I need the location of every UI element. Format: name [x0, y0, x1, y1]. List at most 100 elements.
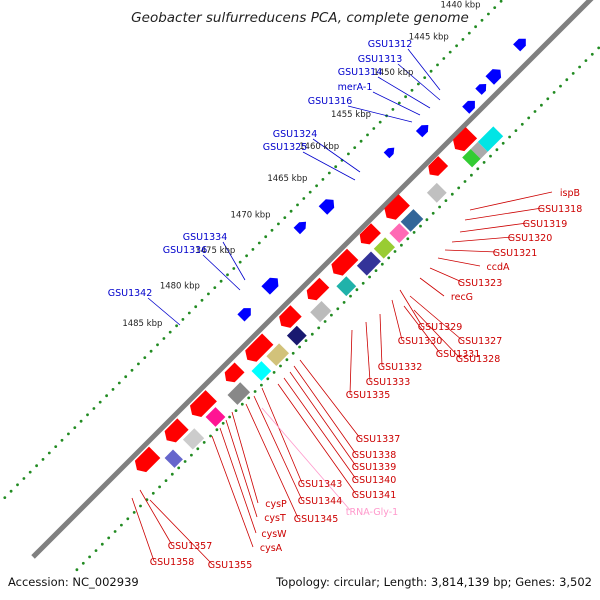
category-box — [356, 251, 381, 276]
tick-dot — [291, 351, 295, 355]
gene-label-forward: GSU1339 — [352, 462, 397, 473]
gene-label-forward: GSU1329 — [418, 322, 463, 333]
tick-dot — [404, 95, 407, 99]
gene-feature — [261, 277, 279, 295]
gene-feature — [190, 390, 217, 417]
tick-dot — [436, 63, 439, 67]
tick-dot — [92, 407, 96, 410]
leader-line — [409, 295, 463, 341]
tick-dot — [374, 269, 378, 272]
leader-line — [211, 435, 254, 548]
tick-dot — [221, 421, 225, 425]
tick-dot — [342, 301, 346, 304]
tick-dot — [151, 491, 155, 495]
category-box — [266, 343, 289, 366]
category-box — [462, 149, 481, 168]
gene-feature — [428, 156, 449, 176]
category-box — [400, 209, 424, 232]
category-box — [286, 325, 307, 346]
map-title: Geobacter sulfurreducens PCA, complete g… — [131, 10, 469, 26]
tick-dot — [86, 413, 89, 417]
tick-dot — [317, 326, 321, 330]
gene-label-forward: cysP — [265, 499, 287, 510]
tick-dot — [315, 184, 318, 188]
gene-label-forward: GSU1330 — [398, 336, 443, 347]
gene-feature — [415, 125, 429, 138]
leader-line — [379, 313, 383, 367]
gene-label-forward: cysW — [261, 529, 287, 540]
gene-label-reverse: GSU1314 — [338, 67, 383, 78]
tick-dot — [200, 298, 204, 302]
category-box — [182, 428, 205, 450]
tick-dot — [476, 167, 480, 171]
tick-dot — [162, 337, 166, 340]
tick-dot — [234, 409, 238, 412]
tick-dot — [368, 275, 371, 279]
leader-line — [391, 299, 403, 341]
tick-dot — [590, 52, 594, 56]
tick-dot — [183, 460, 187, 463]
tick-dot — [124, 375, 128, 379]
gene-feature — [462, 100, 475, 114]
tick-dot — [266, 377, 270, 381]
gene-label-reverse: GSU1324 — [273, 129, 318, 140]
tick-dot — [207, 292, 210, 296]
tick-dot — [94, 549, 98, 552]
gene-feature — [318, 199, 335, 215]
gene-label-forward: cysT — [264, 513, 286, 524]
leader-line — [231, 411, 259, 504]
tick-dot — [47, 451, 51, 455]
tick-dot — [450, 192, 454, 196]
tick-dot — [111, 388, 115, 391]
leader-line — [302, 151, 356, 181]
gene-label-reverse: GSU1342 — [108, 288, 153, 299]
tick-dot — [245, 254, 249, 258]
gene-feature — [306, 277, 330, 301]
tick-dot — [584, 59, 588, 62]
tick-dot — [353, 146, 357, 150]
tick-dot — [495, 148, 499, 152]
tick-dot — [378, 120, 382, 124]
tick-dot — [170, 472, 174, 476]
tick-dot — [143, 356, 147, 359]
leader-line — [429, 267, 463, 283]
tick-dot — [202, 441, 206, 444]
tick-dot — [546, 97, 550, 101]
tick-dot — [455, 44, 458, 48]
leader-line — [365, 321, 371, 382]
tick-dot — [327, 171, 331, 175]
tick-dot — [540, 103, 543, 107]
tick-dot — [130, 368, 134, 372]
tick-dot — [417, 82, 420, 86]
tick-dot — [272, 371, 276, 374]
gene-feature — [245, 333, 274, 362]
tick-dot — [232, 267, 236, 270]
gene-label-forward: GSU1323 — [458, 278, 503, 289]
tick-dot — [137, 362, 140, 366]
tick-dot — [330, 313, 333, 317]
kbp-tick-label: 1460 kbp — [299, 142, 339, 152]
tick-dot — [16, 483, 19, 487]
gene-feature — [237, 308, 251, 322]
gene-feature — [383, 147, 395, 159]
tick-dot — [22, 477, 26, 480]
tick-dot — [9, 489, 13, 493]
tick-dot — [54, 445, 58, 448]
tick-dot — [302, 197, 306, 200]
tick-dot — [423, 76, 427, 79]
gene-label-forward: GSU1332 — [378, 362, 423, 373]
tick-dot — [194, 305, 198, 309]
gene-label-forward: GSU1321 — [493, 248, 538, 259]
gene-label-reverse: GSU1336 — [163, 245, 208, 256]
tick-dot — [219, 279, 223, 283]
tick-dot — [279, 364, 282, 368]
category-box — [336, 276, 357, 297]
tick-dot — [132, 511, 136, 514]
tick-dot — [149, 349, 153, 353]
kbp-tick-label: 1455 kbp — [331, 110, 371, 120]
gene-label-forward: GSU1340 — [352, 475, 397, 486]
leader-line — [261, 407, 351, 511]
gene-label-forward: GSU1338 — [352, 450, 397, 461]
accession-label: Accession: NC_002939 — [8, 575, 139, 589]
tick-dot — [552, 91, 556, 94]
